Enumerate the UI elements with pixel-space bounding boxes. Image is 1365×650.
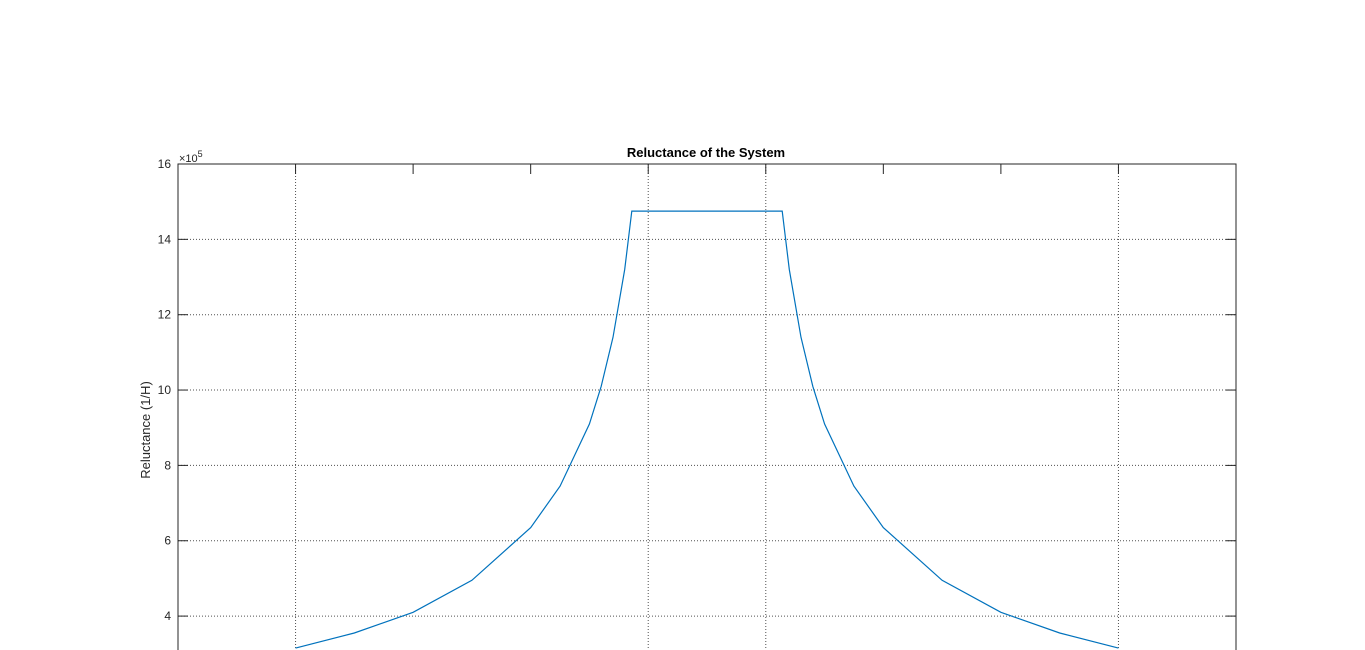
y-exponent-label: ×105: [179, 149, 203, 165]
tick-labels: 4 6 8 10 12 14 16: [158, 157, 172, 623]
y-tick-label: 10: [158, 383, 172, 397]
y-tick-label: 14: [158, 232, 172, 246]
y-tick-label: 6: [164, 534, 171, 548]
series-layer: [295, 210, 1119, 649]
y-tick-label: 4: [164, 609, 171, 623]
y-exponent-base: ×10: [179, 153, 198, 165]
y-tick-label: 12: [158, 308, 172, 322]
axes-box: [177, 163, 1237, 650]
chart-title: Reluctance of the System: [627, 145, 785, 160]
series-line: [295, 210, 1119, 649]
axis-ticks: [178, 163, 1236, 617]
y-tick-label: 8: [164, 458, 171, 472]
axes-frame: [177, 163, 1237, 650]
y-axis-label: Reluctance (1/H): [138, 381, 153, 479]
y-exponent-power: 5: [198, 149, 203, 159]
y-tick-label: 16: [158, 157, 172, 171]
grid-lines: [178, 164, 1236, 650]
